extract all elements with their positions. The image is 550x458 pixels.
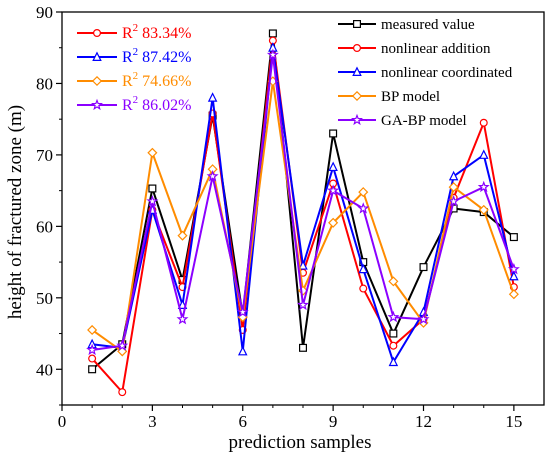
legend-swatch-marker bbox=[352, 66, 362, 77]
data-point-measured-value bbox=[419, 263, 428, 272]
data-point-nonlinear-coordinated bbox=[388, 356, 399, 367]
r2-label: R2 83.34% bbox=[122, 22, 192, 42]
y-tick-label: 50 bbox=[36, 289, 53, 308]
r2-annotations: R2 83.34% R2 87.42% R2 74.66% R2 86.02% bbox=[77, 22, 192, 114]
data-point-ga-bp-model bbox=[176, 312, 189, 325]
x-tick-label: 3 bbox=[148, 412, 157, 431]
data-point-nonlinear-coordinated bbox=[448, 170, 459, 181]
data-point-ga-bp-model bbox=[447, 195, 460, 207]
data-point-measured-value bbox=[329, 129, 338, 138]
axes: 0 3 6 9 12 15 40 50 60 70 80 90 bbox=[36, 3, 545, 431]
data-point-ga-bp-model bbox=[357, 202, 370, 214]
data-point-measured-value bbox=[268, 29, 277, 38]
data-point-bp-model bbox=[448, 182, 459, 193]
r2-swatch-marker bbox=[92, 29, 101, 38]
data-point-nonlinear-addition bbox=[479, 118, 488, 127]
legend-label-ga-bp-model: GA-BP model bbox=[381, 113, 467, 129]
data-point-ga-bp-model bbox=[146, 195, 159, 207]
y-tick-label: 40 bbox=[36, 360, 53, 379]
data-point-bp-model bbox=[478, 204, 489, 215]
r2-swatch-marker bbox=[92, 51, 102, 62]
data-point-nonlinear-addition bbox=[389, 341, 398, 350]
legend-swatch-marker bbox=[351, 113, 363, 126]
data-point-bp-model bbox=[358, 187, 369, 198]
legend-swatch-marker bbox=[353, 20, 362, 29]
data-point-ga-bp-model bbox=[387, 310, 400, 323]
data-point-ga-bp-model bbox=[417, 312, 430, 325]
x-tick-label: 9 bbox=[329, 412, 338, 431]
legend: measured value nonlinear addition nonlinea… bbox=[338, 17, 513, 129]
data-point-bp-model bbox=[328, 217, 339, 228]
series-ga-bp-model bbox=[86, 48, 520, 356]
y-tick-label: 90 bbox=[36, 3, 53, 22]
data-point-ga-bp-model bbox=[266, 48, 279, 60]
data-point-nonlinear-coordinated bbox=[328, 161, 338, 172]
y-tick-label: 70 bbox=[36, 146, 53, 165]
y-tick-label: 60 bbox=[36, 217, 53, 236]
x-tick-label: 15 bbox=[505, 412, 522, 431]
data-point-measured-value bbox=[509, 233, 518, 242]
legend-label-bp-model: BP model bbox=[381, 89, 440, 105]
y-tick-label: 80 bbox=[36, 74, 53, 93]
r2-swatch-marker bbox=[91, 75, 103, 87]
data-point-nonlinear-addition bbox=[359, 284, 368, 293]
data-point-ga-bp-model bbox=[86, 343, 99, 356]
x-tick-label: 12 bbox=[415, 412, 432, 431]
legend-swatch-marker bbox=[351, 90, 363, 102]
data-point-bp-model bbox=[87, 324, 98, 336]
data-point-ga-bp-model bbox=[116, 339, 129, 351]
data-point-ga-bp-model bbox=[206, 170, 219, 182]
data-point-nonlinear-coordinated bbox=[298, 260, 308, 270]
data-point-bp-model bbox=[177, 230, 188, 241]
r2-label: R2 86.02% bbox=[122, 94, 192, 114]
data-point-nonlinear-coordinated bbox=[207, 92, 218, 102]
data-point-ga-bp-model bbox=[477, 180, 490, 193]
legend-label-nonlinear-coordinated: nonlinear coordinated bbox=[381, 65, 513, 81]
r2-swatch-marker bbox=[91, 98, 103, 111]
data-point-measured-value bbox=[389, 329, 398, 338]
x-axis-label: prediction samples bbox=[229, 432, 372, 453]
data-point-nonlinear-coordinated bbox=[358, 263, 369, 274]
data-point-measured-value bbox=[88, 365, 97, 374]
data-point-ga-bp-model bbox=[327, 184, 340, 196]
data-point-nonlinear-coordinated bbox=[237, 345, 248, 356]
r2-label: R2 74.66% bbox=[122, 70, 192, 90]
data-point-bp-model bbox=[147, 147, 158, 158]
y-axis-label: height of fractured zone (m) bbox=[5, 105, 26, 319]
data-point-bp-model bbox=[508, 289, 519, 300]
x-tick-label: 6 bbox=[239, 412, 248, 431]
data-point-nonlinear-addition bbox=[88, 354, 97, 363]
data-point-measured-value bbox=[148, 184, 157, 193]
data-point-measured-value bbox=[299, 343, 308, 352]
data-point-nonlinear-coordinated bbox=[478, 149, 489, 159]
legend-label-nonlinear-addition: nonlinear addition bbox=[381, 41, 491, 57]
data-point-ga-bp-model bbox=[297, 298, 309, 311]
data-point-ga-bp-model bbox=[507, 262, 520, 275]
r2-label: R2 87.42% bbox=[122, 46, 192, 66]
x-tick-label: 0 bbox=[58, 412, 67, 431]
data-point-nonlinear-addition bbox=[118, 388, 127, 397]
legend-label-measured-value: measured value bbox=[381, 17, 475, 33]
legend-swatch-marker bbox=[353, 43, 362, 52]
data-point-bp-model bbox=[388, 276, 399, 287]
data-point-nonlinear-coordinated bbox=[509, 270, 519, 281]
data-point-ga-bp-model bbox=[236, 305, 249, 318]
data-lines bbox=[86, 29, 520, 397]
